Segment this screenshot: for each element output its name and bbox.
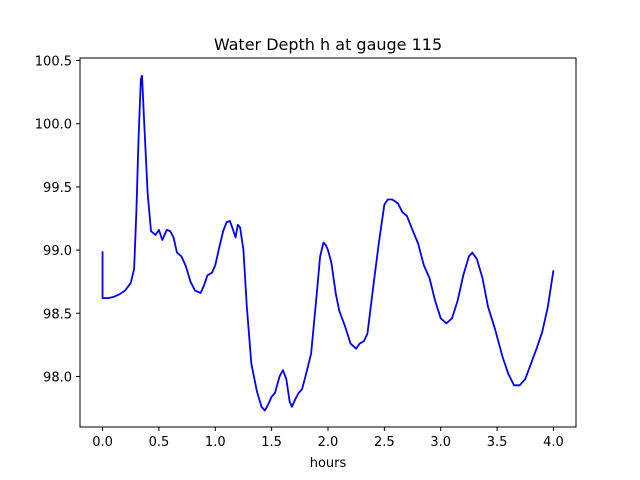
x-tick-label: 0.0 — [92, 435, 113, 450]
x-tick-label: 1.5 — [261, 435, 282, 450]
y-tick-label: 98.5 — [43, 307, 72, 322]
x-tick-label: 4.0 — [543, 435, 564, 450]
x-axis-label: hours — [310, 456, 347, 471]
y-axis: 98.0 98.5 99.0 99.5 100.0 100.5 — [35, 55, 80, 385]
x-tick-label: 0.5 — [149, 435, 170, 450]
plot-content — [101, 74, 555, 412]
y-tick-label: 100.0 — [35, 118, 72, 133]
series-line-0 — [101, 74, 555, 412]
x-tick-label: 3.5 — [487, 435, 508, 450]
x-tick-label: 1.0 — [205, 435, 226, 450]
y-tick-label: 98.0 — [43, 370, 72, 385]
y-tick-label: 100.5 — [35, 55, 72, 70]
chart-title: Water Depth h at gauge 115 — [214, 35, 442, 54]
x-tick-label: 2.5 — [374, 435, 395, 450]
x-axis: 0.0 0.5 1.0 1.5 2.0 2.5 3.0 3.5 4.0 — [92, 427, 564, 450]
x-tick-label: 3.0 — [430, 435, 451, 450]
y-tick-label: 99.0 — [43, 244, 72, 259]
x-tick-label: 2.0 — [318, 435, 339, 450]
y-tick-label: 99.5 — [43, 181, 72, 196]
